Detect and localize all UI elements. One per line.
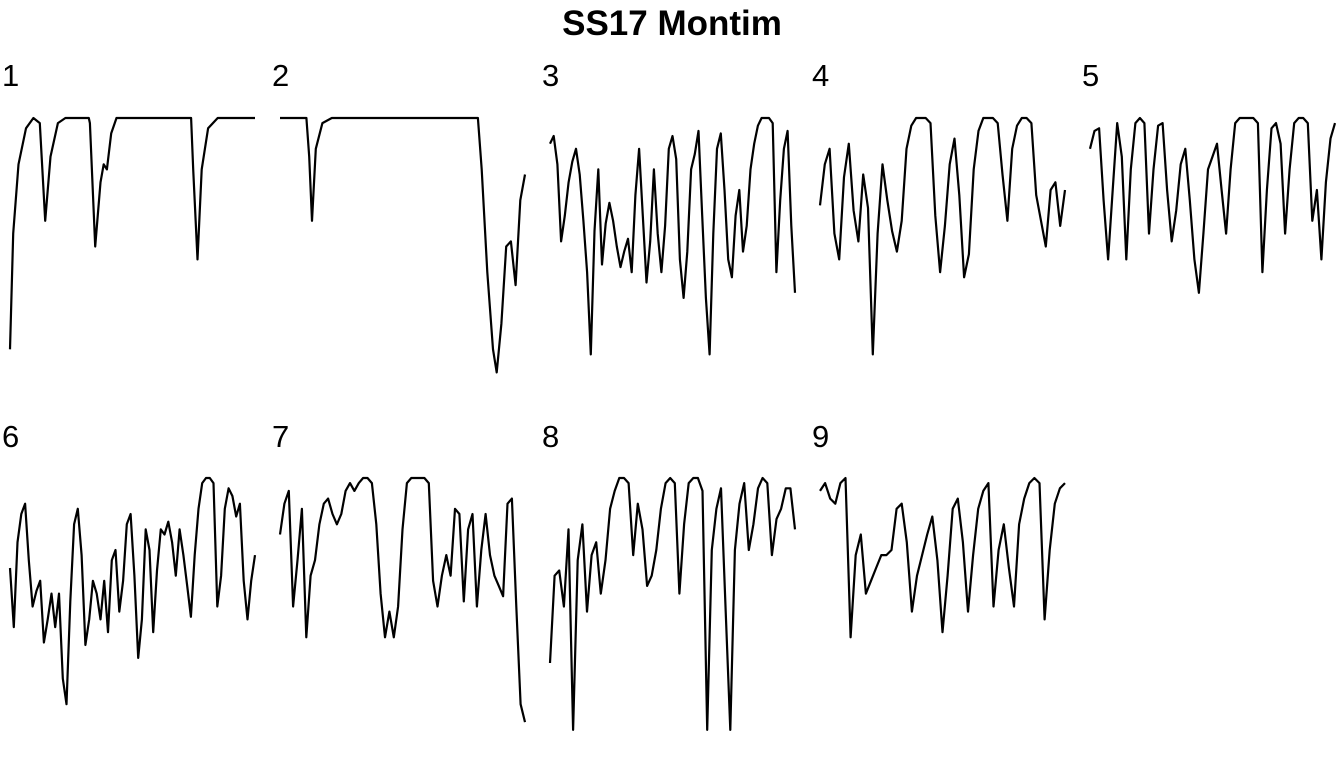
series-line [8,116,255,350]
panel-label: 9 [812,419,829,454]
series-line [8,476,257,706]
series-line [819,476,1066,639]
series-line [549,116,797,356]
panel-label: 6 [2,419,19,454]
panel-7: 7 [272,419,527,723]
series-line [280,116,527,374]
panel-8: 8 [542,419,797,731]
panel-6: 6 [2,419,257,706]
panel-5: 5 [1082,58,1337,294]
panel-label: 1 [2,58,19,93]
series-line [1088,116,1337,294]
series-line [278,476,527,723]
series-line [548,476,797,731]
panel-label: 3 [542,58,559,93]
panel-1: 1 [2,58,255,350]
series-line [818,116,1067,356]
panel-9: 9 [812,419,1066,639]
panel-2: 2 [272,58,527,374]
panel-label: 4 [812,58,829,93]
panel-label: 7 [272,419,289,454]
panel-4: 4 [812,58,1067,356]
panel-label: 5 [1082,58,1099,93]
panel-3: 3 [542,58,797,356]
panel-label: 2 [272,58,289,93]
chart-title: SS17 Montim [562,4,782,43]
panel-label: 8 [542,419,559,454]
